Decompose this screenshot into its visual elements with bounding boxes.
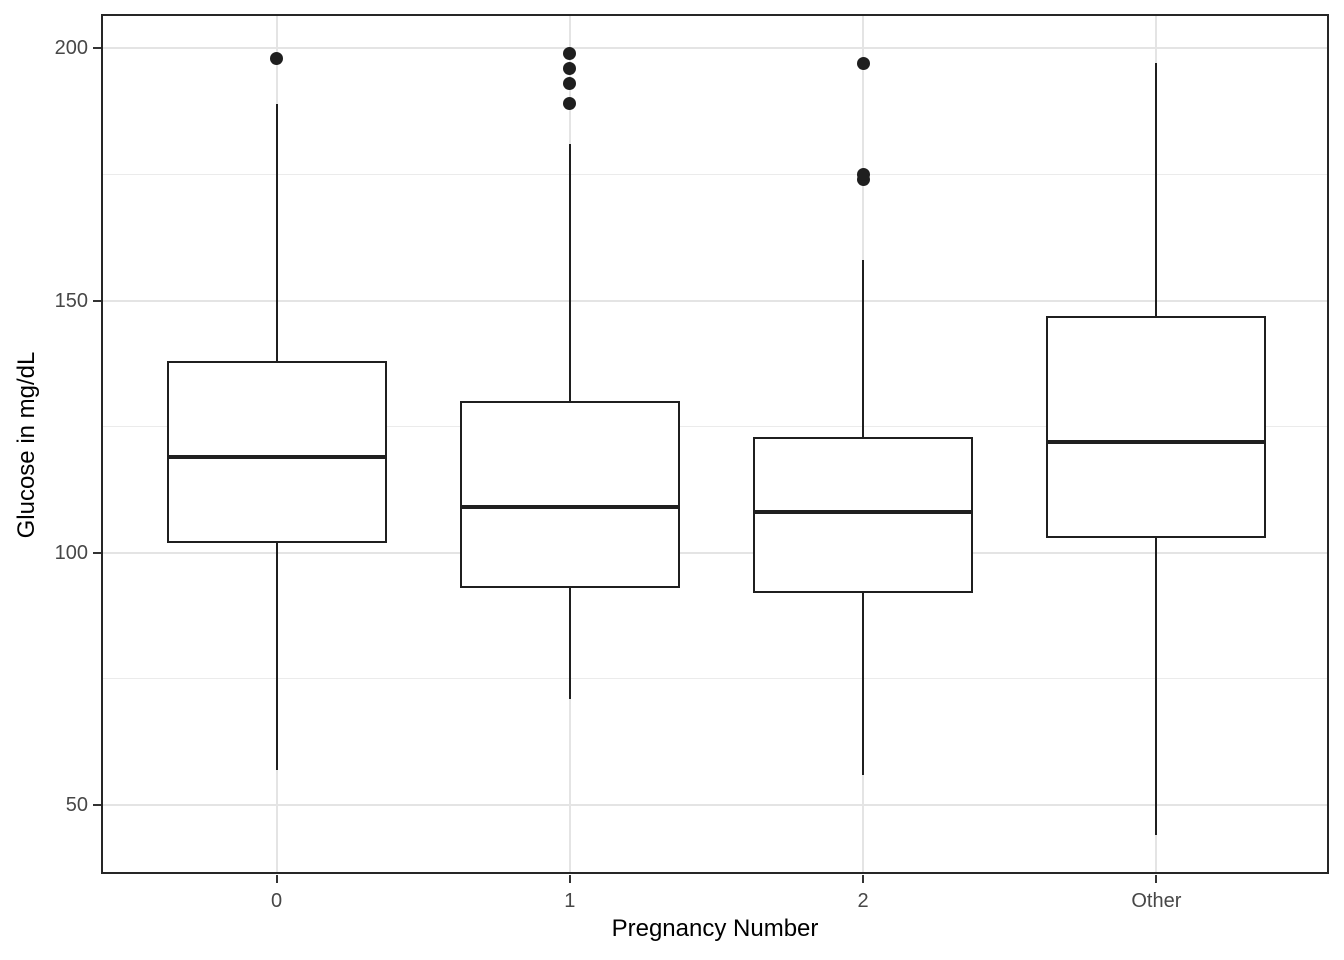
y-tick-label: 50 [65,794,88,817]
outlier-point [563,97,577,111]
plot-panel [103,16,1327,872]
y-axis-tick [93,804,101,807]
boxplot-box [459,401,680,589]
y-tick-label: 150 [54,289,88,312]
x-tick-label: 2 [857,890,869,912]
x-axis-tick [862,875,865,883]
boxplot-median [459,505,680,510]
outlier-point [856,56,870,70]
y-axis-tick [93,47,101,50]
y-grid-major-line [103,551,1327,554]
boxplot-median [753,510,974,515]
y-grid-minor-line [103,426,1327,428]
boxplot-box [753,436,974,594]
y-tick-label: 200 [54,37,88,60]
x-axis-title: Pregnancy Number [611,915,819,942]
outlier-point [270,51,283,65]
y-grid-minor-line [103,173,1327,175]
outlier-point [563,46,577,60]
outlier-point [856,167,870,181]
x-tick-label: 1 [564,890,576,912]
y-axis-tick [93,299,101,302]
y-grid-major-line [103,804,1327,807]
boxplot-median [166,454,387,459]
y-grid-major-line [103,47,1327,50]
boxplot-box [1046,315,1267,538]
x-tick-label: 0 [270,890,283,912]
y-grid-major-line [103,299,1327,302]
outlier-point [563,61,577,75]
x-axis-tick [1155,875,1158,883]
y-axis-title: Glucose in mg/dL [13,351,40,539]
x-axis-tick [275,875,278,883]
y-grid-minor-line [103,678,1327,680]
y-tick-label: 100 [54,541,88,564]
x-tick-label: Other [1131,890,1182,912]
outlier-point [563,77,577,91]
x-axis-tick [568,875,571,883]
boxplot-box [166,361,387,543]
y-axis-tick [93,551,101,554]
boxplot-median [1046,439,1267,444]
